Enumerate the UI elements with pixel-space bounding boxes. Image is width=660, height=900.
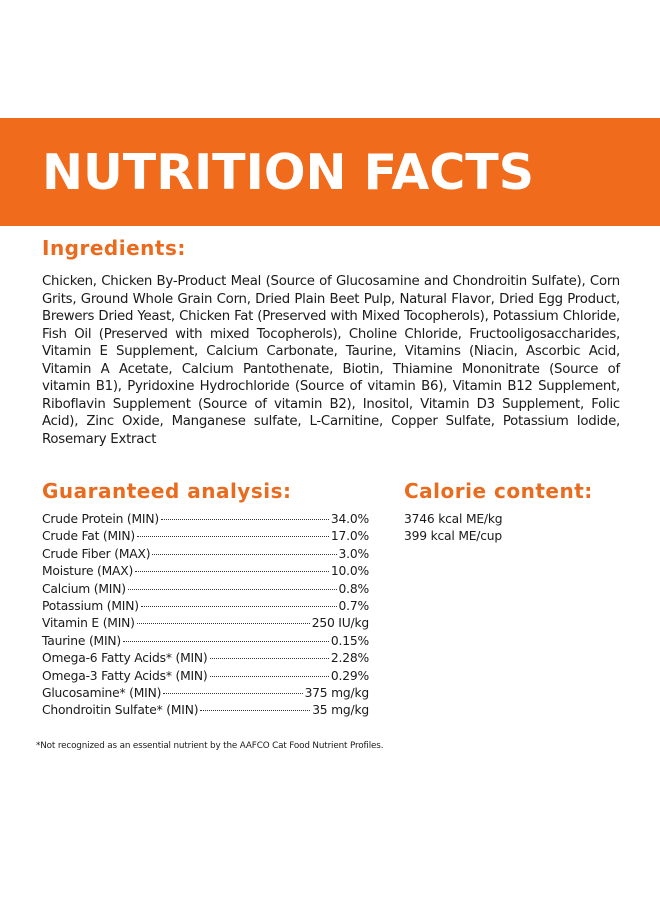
calorie-per-kg: 3746 kcal ME/kg <box>404 512 503 526</box>
analysis-value: 0.8% <box>338 581 370 596</box>
analysis-row: Glucosamine* (MIN) 375 mg/kg <box>42 685 369 702</box>
analysis-row: Calcium (MIN) 0.8% <box>42 581 369 598</box>
analysis-value: 0.7% <box>338 598 370 613</box>
dot-leader <box>209 658 329 660</box>
analysis-value: 17.0% <box>330 529 369 544</box>
analysis-value: 0.15% <box>330 633 369 648</box>
dot-leader <box>135 571 329 573</box>
guaranteed-analysis-table: Crude Protein (MIN) 34.0% Crude Fat (MIN)… <box>42 511 369 720</box>
dot-leader <box>140 605 337 607</box>
analysis-row: Crude Fat (MIN) 17.0% <box>42 528 369 545</box>
analysis-label: Crude Protein (MIN) <box>42 512 159 526</box>
analysis-value: 0.29% <box>330 668 369 683</box>
dot-leader <box>160 519 329 520</box>
analysis-label: Glucosamine* (MIN) <box>42 685 162 700</box>
ingredients-heading: Ingredients: <box>42 236 186 260</box>
footnote: *Not recognized as an essential nutrient… <box>36 741 384 751</box>
analysis-value: 2.28% <box>330 651 369 666</box>
analysis-value: 375 mg/kg <box>304 685 370 700</box>
analysis-row: Crude Fiber (MAX) 3.0% <box>42 546 369 563</box>
analysis-row: Chondroitin Sulfate* (MIN) 35 mg/kg <box>42 702 369 719</box>
analysis-label: Chondroitin Sulfate* (MIN) <box>42 703 199 718</box>
analysis-row: Omega-6 Fatty Acids* (MIN) 2.28% <box>42 650 369 667</box>
analysis-row: Potassium (MIN) 0.7% <box>42 598 369 615</box>
analysis-row: Vitamin E (MIN) 250 IU/kg <box>42 615 369 632</box>
calorie-content-heading: Calorie content: <box>404 479 593 503</box>
dot-leader <box>163 692 303 694</box>
analysis-row: Omega-3 Fatty Acids* (MIN) 0.29% <box>42 668 369 685</box>
analysis-label: Potassium (MIN) <box>42 598 139 613</box>
analysis-value: 3.0% <box>338 546 370 561</box>
analysis-label: Crude Fiber (MAX) <box>42 546 151 561</box>
analysis-row: Crude Protein (MIN) 34.0% <box>42 511 369 528</box>
dot-leader <box>152 553 337 555</box>
analysis-row: Moisture (MAX) 10.0% <box>42 563 369 580</box>
analysis-label: Omega-3 Fatty Acids* (MIN) <box>42 668 208 683</box>
analysis-label: Calcium (MIN) <box>42 581 126 596</box>
analysis-value: 10.0% <box>330 564 369 579</box>
analysis-label: Taurine (MIN) <box>42 633 121 648</box>
calorie-per-cup: 399 kcal ME/cup <box>404 529 503 544</box>
nutrition-facts-banner: NUTRITION FACTS <box>0 118 660 226</box>
analysis-value: 34.0% <box>330 512 369 526</box>
analysis-value: 250 IU/kg <box>311 616 369 631</box>
analysis-label: Omega-6 Fatty Acids* (MIN) <box>42 651 208 666</box>
analysis-label: Moisture (MAX) <box>42 564 134 579</box>
guaranteed-analysis-heading: Guaranteed analysis: <box>42 479 292 503</box>
dot-leader <box>200 710 311 712</box>
ingredients-list: Chicken, Chicken By-Product Meal (Source… <box>42 274 620 447</box>
page-title: NUTRITION FACTS <box>42 143 535 201</box>
dot-leader <box>136 623 310 625</box>
analysis-label: Crude Fat (MIN) <box>42 529 135 544</box>
dot-leader <box>209 675 329 677</box>
analysis-value: 35 mg/kg <box>312 703 369 718</box>
calorie-content-values: 3746 kcal ME/kg 399 kcal ME/cup <box>404 511 503 546</box>
dot-leader <box>136 536 329 538</box>
dot-leader <box>122 640 329 642</box>
dot-leader <box>127 588 337 590</box>
analysis-row: Taurine (MIN) 0.15% <box>42 633 369 650</box>
analysis-label: Vitamin E (MIN) <box>42 616 135 631</box>
